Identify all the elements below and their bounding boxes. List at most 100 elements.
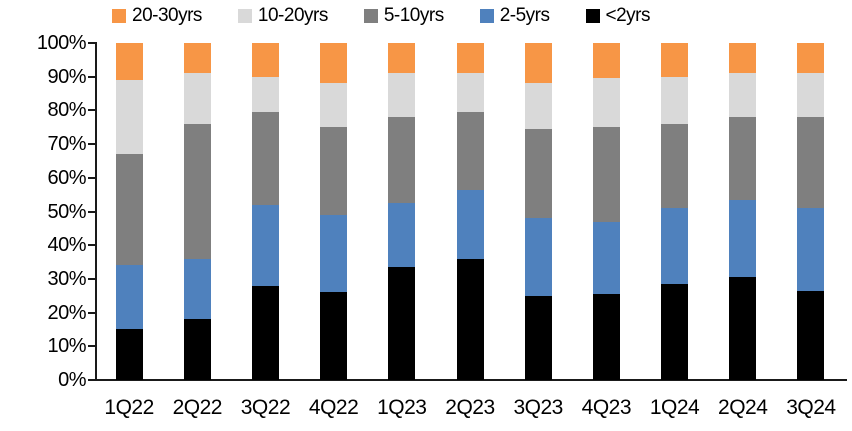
bar-segment-20-30yrs [456,43,484,74]
bar-segment-<2yrs [729,277,757,380]
y-tick-label: 60% [47,166,86,189]
bar-segment-<2yrs [183,319,211,380]
bar-segment-10-20yrs [251,76,279,113]
bar-segment-20-30yrs [592,43,620,79]
bar-segment-5-10yrs [320,127,348,215]
y-tick-label: 70% [47,133,86,156]
bar-segment-2-5yrs [183,258,211,320]
bar-segment-<2yrs [661,283,689,380]
bar-column-1Q22 [115,43,143,380]
bar-segment-<2yrs [388,267,416,380]
y-tick-label: 30% [47,267,86,290]
legend-item: 10-20yrs [237,5,328,26]
bar-segment-<2yrs [115,329,143,380]
y-tick-label: 20% [47,301,86,324]
legend-label: 10-20yrs [257,5,328,26]
bar-segment-20-30yrs [661,43,689,77]
x-tick-label: 2Q22 [172,396,223,419]
bar-segment-2-5yrs [115,265,143,330]
y-tick-label: 100% [36,32,87,54]
legend-label: 2-5yrs [499,5,550,26]
bar-segment-2-5yrs [729,199,757,278]
bar-column-3Q24 [797,43,825,380]
bar-segment-2-5yrs [797,208,825,291]
bar-segment-<2yrs [524,295,552,380]
x-axis-line [95,379,847,381]
bar-segment-2-5yrs [524,218,552,296]
bar-segment-2-5yrs [251,204,279,286]
bar-segment-20-30yrs [115,43,143,81]
x-tick-label: 1Q24 [649,396,700,419]
bar-segment-20-30yrs [251,43,279,77]
bar-segment-2-5yrs [388,203,416,268]
bar-segment-20-30yrs [183,43,211,74]
x-tick-label: 1Q23 [377,396,427,419]
y-tick-mark [88,244,96,247]
bar-column-4Q22 [320,43,348,380]
bar-column-2Q24 [729,43,757,380]
bar-segment-<2yrs [797,290,825,380]
bar-segment-5-10yrs [456,112,484,190]
bar-segment-<2yrs [592,294,620,380]
x-tick-label: 4Q22 [308,396,359,419]
x-tick-label: 3Q24 [786,396,836,419]
legend-label: 20-30yrs [132,5,202,26]
x-tick-label: 3Q22 [240,396,291,419]
y-tick-mark [88,176,96,179]
bar-segment-10-20yrs [729,73,757,118]
bar-segment-2-5yrs [320,214,348,293]
y-tick-mark [88,379,96,381]
bar-segment-10-20yrs [661,76,689,124]
y-tick-label: 90% [47,65,86,88]
bar-segment-20-30yrs [320,43,348,84]
bar-segment-2-5yrs [661,208,689,284]
bar-segment-20-30yrs [388,43,416,74]
bar-segment-2-5yrs [592,221,620,295]
legend-swatch-icon [237,8,252,23]
y-axis-line [95,42,97,381]
bar-segment-5-10yrs [183,123,211,259]
bar-segment-5-10yrs [592,127,620,222]
y-tick-label: 0% [58,369,86,391]
bar-column-1Q23 [388,43,416,380]
legend-item: 2-5yrs [479,5,550,26]
bar-segment-5-10yrs [797,117,825,209]
legend-label: <2yrs [605,5,651,26]
bar-segment-10-20yrs [524,83,552,129]
legend-swatch-icon [585,8,600,23]
x-tick-label: 3Q23 [513,396,563,419]
bar-column-2Q23 [456,43,484,380]
y-tick-label: 40% [47,234,86,257]
x-tick-label: 4Q23 [581,396,632,419]
legend-swatch-icon [363,8,378,23]
bar-segment-10-20yrs [183,73,211,124]
bar-segment-20-30yrs [524,43,552,84]
y-tick-mark [88,42,96,44]
x-tick-label: 2Q23 [445,396,495,419]
bar-segment-10-20yrs [797,73,825,118]
bar-segment-5-10yrs [251,112,279,205]
x-tick-label: 1Q22 [104,396,154,419]
legend-swatch-icon [112,8,126,23]
y-tick-label: 10% [47,335,86,358]
legend-label: 5-10yrs [383,5,444,26]
y-tick-label: 50% [47,200,86,223]
bar-segment-10-20yrs [592,78,620,128]
bar-segment-5-10yrs [729,117,757,200]
legend: 20-30yrs 10-20yrs 5-10yrs 2-5yrs <2yrs [112,6,650,25]
y-tick-mark [88,75,96,78]
y-tick-mark [88,109,96,112]
bar-column-3Q23 [524,43,552,380]
legend-item: 20-30yrs [112,6,202,25]
bar-column-3Q22 [251,43,279,380]
y-tick-label: 80% [47,99,86,122]
bar-segment-20-30yrs [729,43,757,74]
bar-segment-10-20yrs [456,73,484,113]
bar-segment-5-10yrs [661,123,689,209]
bar-column-4Q23 [592,43,620,380]
x-tick-label: 2Q24 [718,396,768,419]
bar-segment-<2yrs [456,258,484,380]
bar-segment-10-20yrs [320,83,348,128]
